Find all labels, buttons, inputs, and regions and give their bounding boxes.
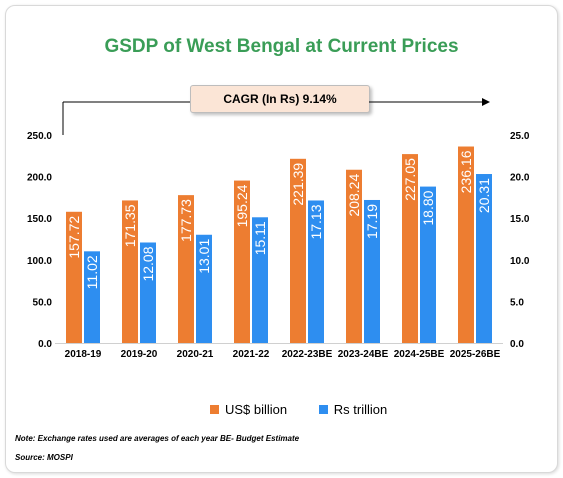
bar-rs-trillion (364, 199, 380, 343)
legend-swatch-rs (318, 405, 328, 414)
bar-usd-billion (234, 180, 250, 343)
right-tick-label: 5.0 (510, 297, 524, 308)
legend-label-usd: US$ billion (225, 402, 288, 417)
data-label-rs: 13.01 (196, 239, 212, 274)
bar-rs-trillion (420, 186, 436, 343)
data-label-rs: 20.31 (476, 178, 492, 213)
left-axis: 0.0 50.0 100.0 150.0 200.0 250.0 (27, 131, 52, 350)
category-label: 2023-24BE (338, 349, 389, 360)
bar-usd-billion (178, 195, 194, 343)
category-labels: 2018-19 2019-20 2020-21 2021-22 2022-23BE 202… (65, 349, 501, 360)
source-note: Source: MOSPI (15, 453, 73, 462)
right-tick-label: 15.0 (510, 214, 530, 225)
category-label: 2020-21 (177, 349, 214, 360)
data-label-usd: 236.16 (458, 150, 474, 193)
left-tick-label: 200.0 (27, 173, 52, 184)
bar-usd-billion (66, 211, 82, 343)
cagr-annotation: CAGR (In Rs) 9.14% (190, 85, 370, 113)
bar-rs-trillion (196, 234, 212, 343)
left-tick-label: 250.0 (27, 131, 52, 142)
chart-title: GSDP of West Bengal at Current Prices (104, 36, 459, 57)
category-label: 2022-23BE (282, 349, 333, 360)
left-tick-label: 100.0 (27, 256, 52, 267)
category-label: 2021-22 (233, 349, 270, 360)
left-tick-label: 50.0 (33, 297, 53, 308)
cagr-arrow (62, 98, 490, 135)
right-tick-label: 10.0 (510, 256, 530, 267)
data-label-usd: 157.72 (66, 216, 82, 259)
legend-item-rs: Rs trillion (318, 402, 388, 417)
bar-rs-trillion (308, 200, 324, 343)
legend-label-rs: Rs trillion (333, 402, 388, 417)
data-label-usd: 177.73 (178, 199, 194, 242)
category-label: 2019-20 (121, 349, 158, 360)
category-label: 2018-19 (65, 349, 102, 360)
bar-usd-billion (290, 158, 306, 343)
data-label-rs: 17.19 (364, 204, 380, 239)
data-label-rs: 11.02 (84, 255, 100, 289)
bar-usd-billion (458, 146, 474, 343)
category-label: 2024-25BE (394, 349, 445, 360)
right-tick-label: 20.0 (510, 173, 530, 184)
data-label-usd: 221.39 (290, 163, 306, 206)
bar-usd-billion (346, 169, 362, 343)
category-label: 2025-26BE (450, 349, 501, 360)
data-label-rs: 15.11 (252, 221, 268, 255)
data-label-usd: 195.24 (234, 184, 250, 227)
bar-rs-trillion (140, 242, 156, 343)
bar-rs-trillion (84, 251, 100, 343)
bar-usd-billion (402, 154, 418, 343)
data-label-rs: 18.80 (420, 190, 436, 225)
right-axis: 0.0 5.0 10.0 15.0 20.0 25.0 (510, 131, 530, 350)
left-tick-label: 0.0 (38, 339, 52, 350)
legend-item-usd: US$ billion (210, 402, 287, 417)
footnote: Note: Exchange rates used are averages o… (15, 434, 300, 443)
data-label-rs: 17.13 (308, 204, 324, 239)
bar-rs-trillion (252, 217, 268, 343)
right-tick-label: 0.0 (510, 339, 524, 350)
bar-rs-trillion (476, 174, 492, 343)
left-tick-label: 150.0 (27, 214, 52, 225)
data-label-usd: 208.24 (346, 174, 362, 217)
legend: US$ billion Rs trillion (210, 402, 415, 418)
data-label-usd: 171.35 (122, 204, 138, 247)
bar-usd-billion (122, 200, 138, 343)
data-label-usd: 227.05 (402, 158, 418, 201)
data-label-rs: 12.08 (140, 246, 156, 281)
right-tick-label: 25.0 (510, 131, 530, 142)
bars: 157.7211.02171.3512.08177.7313.01195.241… (66, 146, 492, 343)
legend-swatch-usd (210, 405, 219, 414)
